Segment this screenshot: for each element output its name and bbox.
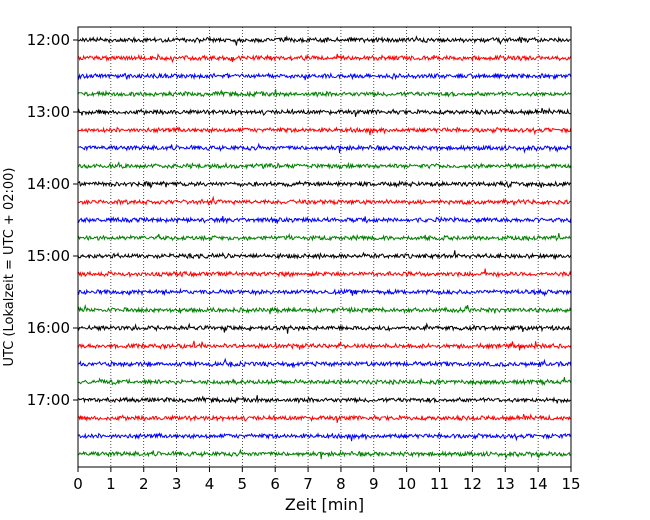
y-tick-label: 12:00 bbox=[27, 31, 70, 49]
y-tick-label: 13:00 bbox=[27, 103, 70, 121]
y-tick-label: 14:00 bbox=[27, 175, 70, 193]
seismogram-traces bbox=[77, 35, 572, 460]
seismogram-trace bbox=[77, 357, 572, 369]
seismogram-trace bbox=[77, 395, 572, 404]
x-tick-label: 0 bbox=[73, 475, 83, 493]
seismogram-trace bbox=[77, 195, 571, 206]
x-tick-label: 8 bbox=[336, 475, 346, 493]
y-axis-ticks: 12:00 13:00 14:00 15:00 16:00 17:00 bbox=[27, 31, 78, 409]
seismogram-trace bbox=[77, 53, 572, 64]
y-tick-label: 15:00 bbox=[27, 247, 70, 265]
seismogram-trace bbox=[77, 35, 571, 46]
seismogram-trace bbox=[77, 232, 571, 242]
x-tick-label: 1 bbox=[106, 475, 116, 493]
seismogram-trace bbox=[77, 268, 572, 278]
seismogram-trace bbox=[77, 448, 572, 460]
seismogram-trace bbox=[77, 413, 572, 423]
seismogram-trace bbox=[77, 377, 572, 387]
seismogram-trace bbox=[77, 126, 572, 136]
x-tick-label: 14 bbox=[529, 475, 548, 493]
x-tick-label: 4 bbox=[205, 475, 215, 493]
seismogram-trace bbox=[77, 161, 572, 171]
x-tick-label: 7 bbox=[303, 475, 313, 493]
seismogram-trace bbox=[77, 89, 572, 98]
x-axis-ticks: 0 1 2 3 4 5 6 7 8 9 10 11 12 13 14 15 bbox=[73, 467, 581, 493]
grid-lines bbox=[110, 27, 539, 467]
x-tick-label: 13 bbox=[496, 475, 515, 493]
x-tick-label: 6 bbox=[270, 475, 280, 493]
x-axis-label: Zeit [min] bbox=[285, 495, 364, 514]
y-tick-label: 16:00 bbox=[27, 319, 70, 337]
x-tick-label: 9 bbox=[369, 475, 379, 493]
seismogram-trace bbox=[77, 322, 571, 334]
x-tick-label: 15 bbox=[561, 475, 580, 493]
seismogram-trace bbox=[77, 179, 572, 189]
seismogram-trace bbox=[77, 340, 572, 351]
seismogram-trace bbox=[77, 432, 572, 442]
seismogram-trace bbox=[77, 72, 572, 81]
plot-frame bbox=[77, 26, 572, 468]
y-axis-label: UTC (Lokalzeit = UTC + 02:00) bbox=[2, 168, 17, 367]
x-tick-label: 10 bbox=[397, 475, 416, 493]
seismogram-trace bbox=[77, 215, 572, 225]
x-tick-label: 3 bbox=[172, 475, 182, 493]
seismogram-trace bbox=[77, 107, 571, 117]
x-tick-label: 5 bbox=[238, 475, 248, 493]
x-tick-label: 2 bbox=[139, 475, 149, 493]
x-tick-label: 12 bbox=[463, 475, 482, 493]
seismogram-trace bbox=[77, 250, 572, 261]
x-tick-label: 11 bbox=[430, 475, 449, 493]
y-tick-label: 17:00 bbox=[27, 391, 70, 409]
seismogram-trace bbox=[77, 303, 572, 315]
seismogram-trace bbox=[77, 287, 572, 297]
seismogram-trace bbox=[77, 142, 572, 154]
